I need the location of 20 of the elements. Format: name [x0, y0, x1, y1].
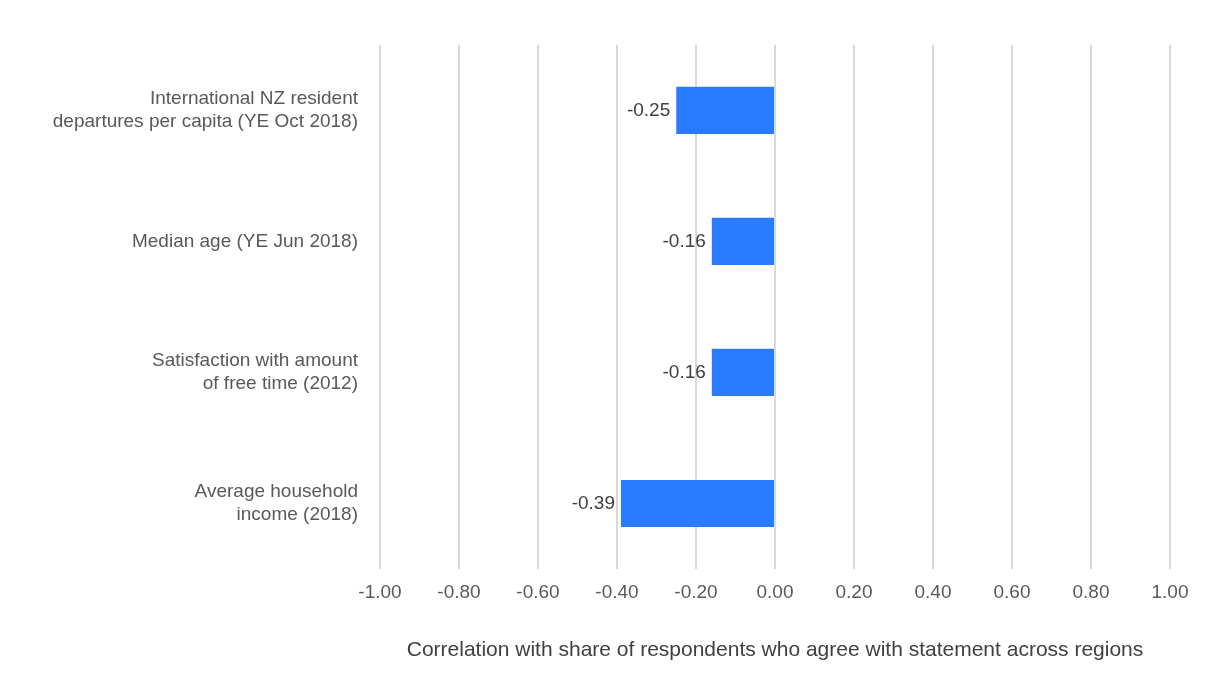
data-label: -0.25 [626, 98, 671, 120]
y-tick-label: Satisfaction with amount of free time (2012) [152, 349, 359, 394]
y-tick-label: Average household income (2018) [194, 480, 358, 525]
x-tick-label: 0.00 [756, 580, 794, 602]
x-tick-label: -0.80 [437, 580, 481, 602]
x-axis-title: Correlation with share of respondents who agree with statement across regions [406, 637, 1144, 661]
x-tick-label: 0.60 [993, 580, 1031, 602]
x-tick-label: -0.60 [516, 580, 560, 602]
y-tick-label: Median age (YE Jun 2018) [131, 229, 358, 251]
x-tick-label: 1.00 [1151, 580, 1189, 602]
x-tick-label: -0.20 [674, 580, 718, 602]
data-label: -0.16 [662, 229, 706, 251]
x-tick-label: 0.80 [1072, 580, 1110, 602]
y-tick-label: International NZ resident departures per capita (YE Oct 2018) [52, 87, 359, 131]
x-tick-label: -0.40 [595, 580, 639, 602]
data-label: -0.16 [662, 360, 706, 382]
x-tick-label: 0.40 [914, 580, 952, 602]
x-tick-label: 0.20 [835, 580, 873, 602]
data-label: -0.39 [571, 491, 615, 513]
x-tick-label: -1.00 [358, 580, 402, 602]
